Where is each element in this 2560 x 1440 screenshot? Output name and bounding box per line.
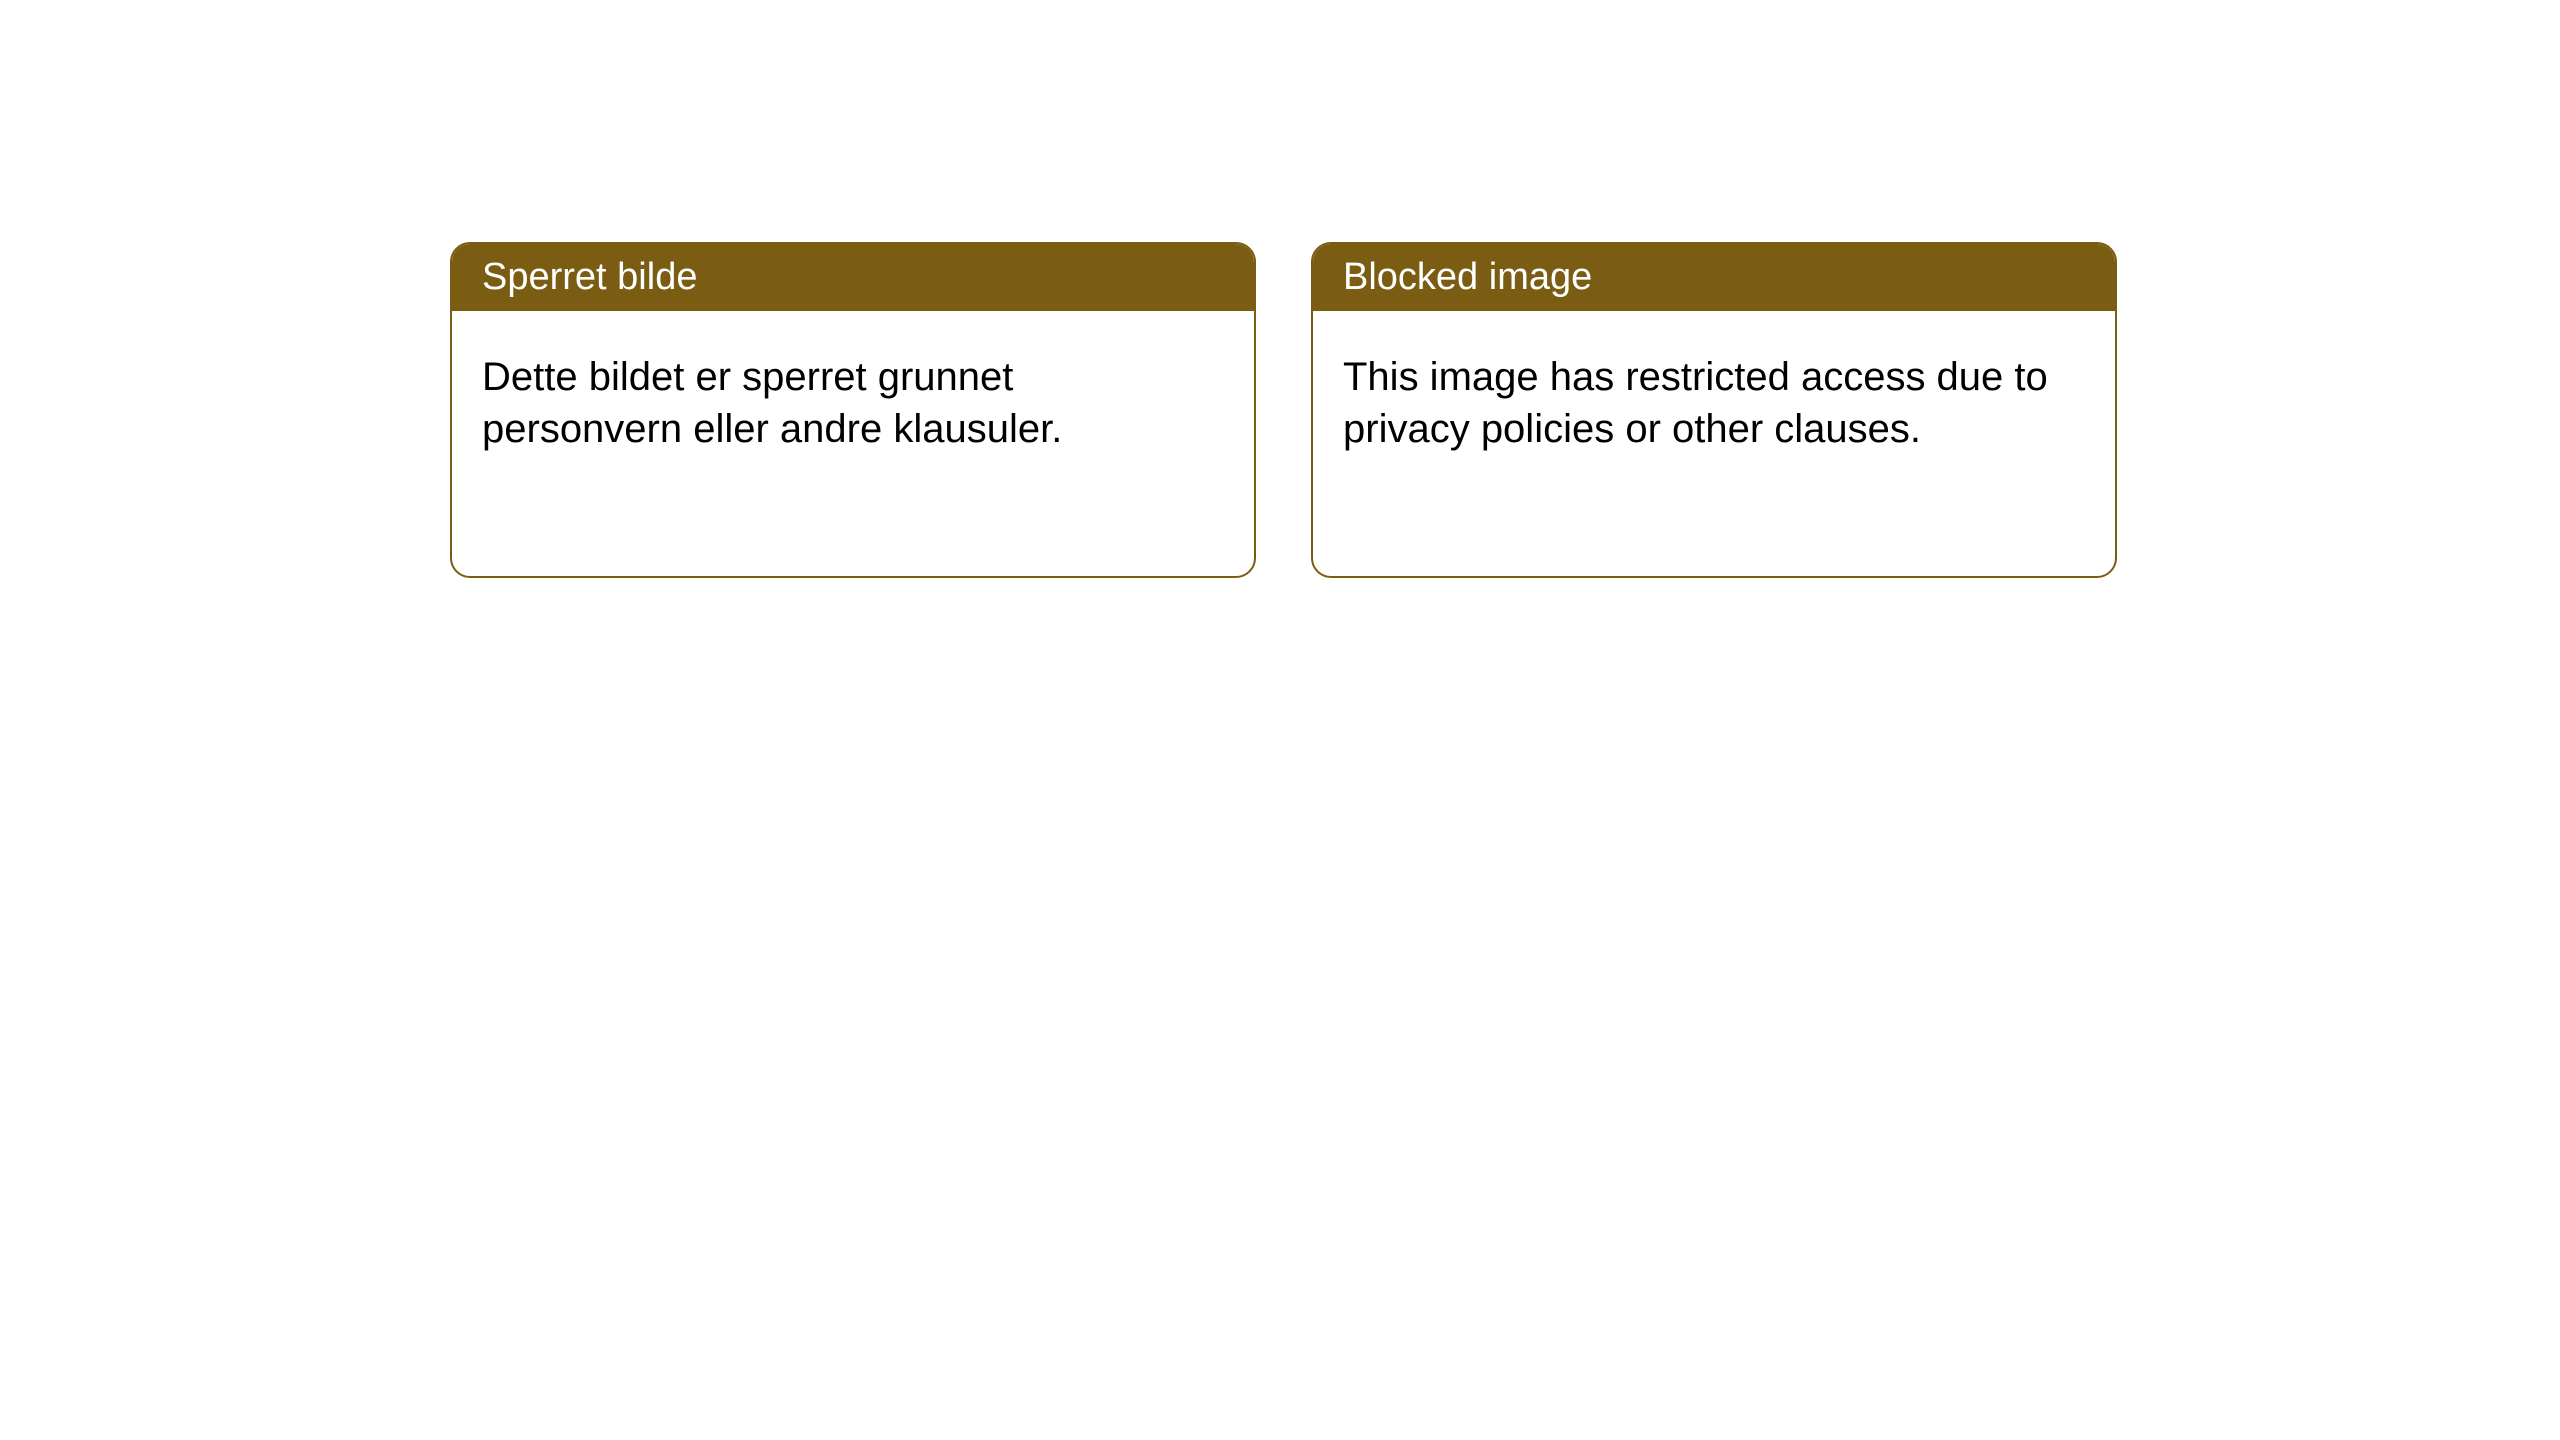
card-body-text: This image has restricted access due to … [1343,355,2048,451]
card-title: Blocked image [1343,256,1592,298]
card-header: Sperret bilde [452,244,1254,311]
card-body: Dette bildet er sperret grunnet personve… [452,311,1254,495]
notice-cards-container: Sperret bilde Dette bildet er sperret gr… [450,242,2117,578]
card-body-text: Dette bildet er sperret grunnet personve… [482,355,1062,451]
card-header: Blocked image [1313,244,2115,311]
notice-card-norwegian: Sperret bilde Dette bildet er sperret gr… [450,242,1256,578]
card-body: This image has restricted access due to … [1313,311,2115,495]
card-title: Sperret bilde [482,256,697,298]
notice-card-english: Blocked image This image has restricted … [1311,242,2117,578]
